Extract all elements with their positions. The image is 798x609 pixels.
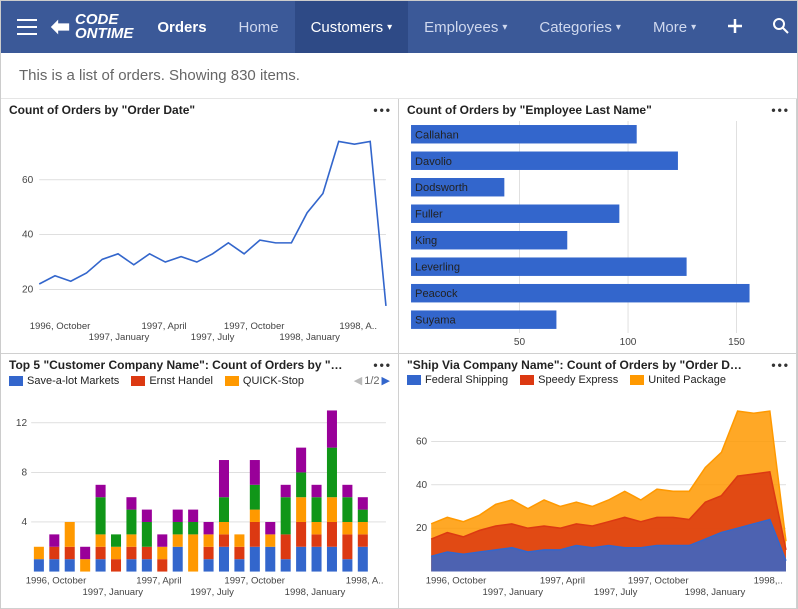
- svg-text:1997, April: 1997, April: [136, 576, 181, 587]
- panel-title: "Ship Via Company Name": Count of Orders…: [407, 358, 747, 372]
- legend-item: Save-a-lot Markets: [9, 375, 119, 387]
- svg-text:1997, October: 1997, October: [224, 576, 285, 587]
- nav-tab[interactable]: Orders: [141, 1, 222, 53]
- panel-hbar-chart: Count of Orders by "Employee Last Name" …: [399, 99, 797, 354]
- svg-text:Suyama: Suyama: [415, 315, 456, 327]
- panel-title: Count of Orders by "Employee Last Name": [407, 103, 652, 117]
- svg-text:1998,..: 1998,..: [754, 576, 783, 587]
- legend-item: United Package: [630, 374, 726, 386]
- svg-text:1997, April: 1997, April: [540, 576, 585, 587]
- nav-tab[interactable]: Employees▾: [408, 1, 523, 53]
- logo-text-2: ONTIME: [75, 27, 133, 41]
- panel-area-chart: "Ship Via Company Name": Count of Orders…: [399, 354, 797, 609]
- legend-item: Speedy Express: [520, 374, 618, 386]
- legend: Save-a-lot Markets Ernst Handel QUICK-Stop…: [1, 374, 398, 391]
- pager[interactable]: ◀ 1/2 ▶: [354, 374, 390, 387]
- chevron-down-icon: ▾: [691, 22, 696, 33]
- svg-text:60: 60: [22, 175, 34, 186]
- svg-text:1996, October: 1996, October: [26, 576, 87, 587]
- svg-text:1998, January: 1998, January: [279, 332, 340, 343]
- svg-text:King: King: [415, 235, 437, 247]
- svg-text:Fuller: Fuller: [415, 209, 443, 221]
- svg-text:1997, July: 1997, July: [190, 587, 234, 598]
- svg-text:1998, January: 1998, January: [285, 587, 346, 598]
- svg-text:Callahan: Callahan: [415, 129, 459, 141]
- svg-text:1997, January: 1997, January: [89, 332, 150, 343]
- svg-text:Leverling: Leverling: [415, 262, 460, 274]
- logo[interactable]: CODE ONTIME: [49, 13, 133, 42]
- nav-tab[interactable]: Customers▾: [295, 1, 409, 53]
- svg-text:1997, April: 1997, April: [141, 321, 186, 332]
- svg-text:1997, January: 1997, January: [482, 587, 543, 598]
- chevron-down-icon: ▾: [387, 22, 392, 33]
- nav-items: OrdersHomeCustomers▾Employees▾Categories…: [141, 1, 712, 53]
- panel-line-chart: Count of Orders by "Order Date" ••• 20 40…: [1, 99, 399, 354]
- panel-stacked-chart: Top 5 "Customer Company Name": Count of …: [1, 354, 399, 609]
- svg-text:50: 50: [514, 337, 526, 347]
- nav-tab[interactable]: Categories▾: [523, 1, 637, 53]
- hbar-chart: 50 100 150 Callahan Davolio Dodsworth Fuller Ki…: [407, 121, 790, 347]
- legend-item: QUICK-Stop: [225, 375, 304, 387]
- menu-icon[interactable]: [17, 19, 37, 35]
- svg-text:12: 12: [16, 418, 28, 429]
- subheader-text: This is a list of orders. Showing 830 it…: [1, 53, 797, 99]
- svg-text:60: 60: [416, 436, 428, 447]
- nav-tab[interactable]: Home: [223, 1, 295, 53]
- svg-text:40: 40: [22, 230, 34, 241]
- chevron-down-icon: ▾: [502, 22, 507, 33]
- panel-menu-icon[interactable]: •••: [373, 358, 392, 372]
- chevron-down-icon: ▾: [616, 22, 621, 33]
- navbar: CODE ONTIME OrdersHomeCustomers▾Employee…: [1, 1, 797, 53]
- legend-item: Federal Shipping: [407, 374, 508, 386]
- svg-text:1998, January: 1998, January: [685, 587, 746, 598]
- legend: Federal Shipping Speedy Express United Pac…: [399, 374, 796, 390]
- panel-menu-icon[interactable]: •••: [373, 103, 392, 117]
- panel-title: Count of Orders by "Order Date": [9, 103, 195, 117]
- line-chart: 20 40 60 1996, October1997, January1997, Ap…: [9, 121, 392, 347]
- svg-text:1996, October: 1996, October: [30, 321, 91, 332]
- svg-text:1997, January: 1997, January: [82, 587, 143, 598]
- svg-text:1997, October: 1997, October: [224, 321, 285, 332]
- svg-text:100: 100: [620, 337, 637, 347]
- svg-text:1998, A..: 1998, A..: [346, 576, 384, 587]
- add-icon[interactable]: [712, 17, 758, 38]
- stacked-chart: 4 8 12 1996, October1997, January1997, Apri…: [9, 394, 392, 602]
- nav-tab[interactable]: More▾: [637, 1, 712, 53]
- svg-text:1996, October: 1996, October: [426, 576, 487, 587]
- svg-text:40: 40: [416, 480, 428, 491]
- svg-text:20: 20: [22, 284, 34, 295]
- svg-text:1997, July: 1997, July: [594, 587, 638, 598]
- panel-menu-icon[interactable]: •••: [771, 103, 790, 117]
- svg-text:1997, October: 1997, October: [628, 576, 689, 587]
- dashboard: Count of Orders by "Order Date" ••• 20 40…: [1, 99, 797, 609]
- svg-text:Davolio: Davolio: [415, 156, 452, 168]
- svg-text:1998, A..: 1998, A..: [339, 321, 377, 332]
- panel-menu-icon[interactable]: •••: [771, 358, 790, 372]
- search-icon[interactable]: [758, 17, 798, 38]
- panel-title: Top 5 "Customer Company Name": Count of …: [9, 358, 349, 372]
- svg-text:4: 4: [22, 517, 28, 528]
- svg-text:Peacock: Peacock: [415, 288, 458, 300]
- svg-text:20: 20: [416, 523, 428, 534]
- svg-text:Dodsworth: Dodsworth: [415, 182, 468, 194]
- svg-text:150: 150: [728, 337, 745, 347]
- svg-text:8: 8: [22, 467, 28, 478]
- svg-text:1997, July: 1997, July: [191, 332, 235, 343]
- area-chart: 20 40 60 1996, October1997, January1997, Ap…: [407, 394, 790, 602]
- legend-item: Ernst Handel: [131, 375, 213, 387]
